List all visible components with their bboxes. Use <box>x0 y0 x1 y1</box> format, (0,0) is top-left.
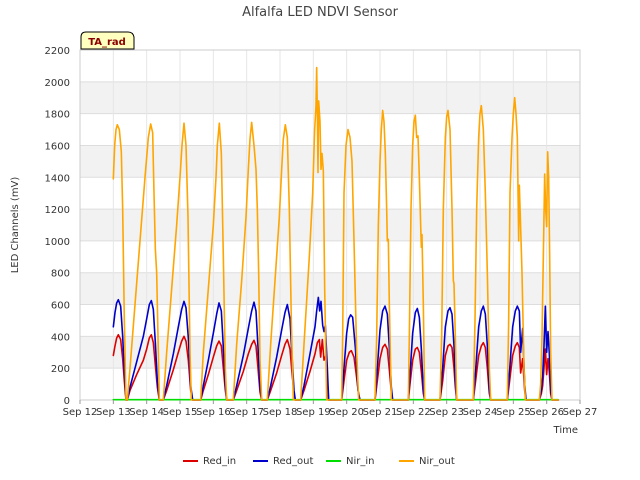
legend-label: Nir_in <box>346 456 375 467</box>
legend-item-nir-out: Nir_out <box>399 456 455 467</box>
x-tick-label: Sep 24 <box>463 407 498 418</box>
x-tick-label: Sep 20 <box>329 407 364 418</box>
plot-bands <box>80 81 580 369</box>
x-tick-label: Sep 25 <box>496 407 531 418</box>
legend-item-red-in: Red_in <box>183 456 236 467</box>
y-tick-label: 1200 <box>45 205 70 216</box>
y-tick-label: 1600 <box>45 141 70 152</box>
y-tick-label: 800 <box>51 269 70 280</box>
x-tick-label: Sep 16 <box>196 407 231 418</box>
plot-band <box>80 272 580 305</box>
x-tick-label: Sep 15 <box>163 407 198 418</box>
x-tick-label: Sep 19 <box>296 407 331 418</box>
y-tick-label: 2200 <box>45 46 70 57</box>
x-tick-label: Sep 18 <box>263 407 298 418</box>
plot-band <box>80 209 580 241</box>
y-tick-label: 1800 <box>45 110 70 121</box>
y-tick-label: 1400 <box>45 173 70 184</box>
x-tick-label: Sep 21 <box>363 407 398 418</box>
y-tick-label: 200 <box>51 364 70 375</box>
y-tick-label: 1000 <box>45 237 70 248</box>
plot-band <box>80 81 580 114</box>
x-tick-label: Sep 22 <box>396 407 431 418</box>
x-tick-label: Sep 23 <box>429 407 464 418</box>
y-tick-label: 400 <box>51 332 70 343</box>
x-tick-label: Sep 13 <box>96 407 131 418</box>
series-line-nir-out <box>112 66 560 401</box>
legend-item-nir-in: Nir_in <box>326 456 375 467</box>
x-axis-label: Time <box>553 425 578 436</box>
legend-label: Nir_out <box>419 456 455 467</box>
legend-label: Red_in <box>203 456 236 467</box>
x-tick-label: Sep 12 <box>63 407 98 418</box>
x-tick-label: Sep 26 <box>529 407 564 418</box>
badge-box <box>80 31 135 50</box>
plot-band <box>80 145 580 178</box>
y-tick-label: 600 <box>51 301 70 312</box>
y-tick-label: 0 <box>64 396 70 407</box>
series-layer <box>112 66 560 401</box>
x-tick-label: Sep 27 <box>563 407 598 418</box>
x-tick-label: Sep 17 <box>229 407 264 418</box>
y-tick-label: 2000 <box>45 78 70 89</box>
y-axis-ticks: 0 200 400 600 800 1000 1200 1400 1600 1800 2000 220… <box>45 46 70 407</box>
ta-rad-badge: TA_rad <box>80 31 135 50</box>
legend-label: Red_out <box>273 456 313 467</box>
legend: Red_in Red_out Nir_in Nir_out <box>183 456 455 467</box>
badge-text: TA_rad <box>88 37 126 48</box>
chart-title: Alfalfa LED NDVI Sensor <box>242 5 399 20</box>
y-axis-label: LED Channels (mV) <box>10 177 21 274</box>
plot-band <box>80 336 580 369</box>
x-tick-label: Sep 14 <box>129 407 164 418</box>
legend-item-red-out: Red_out <box>253 456 313 467</box>
